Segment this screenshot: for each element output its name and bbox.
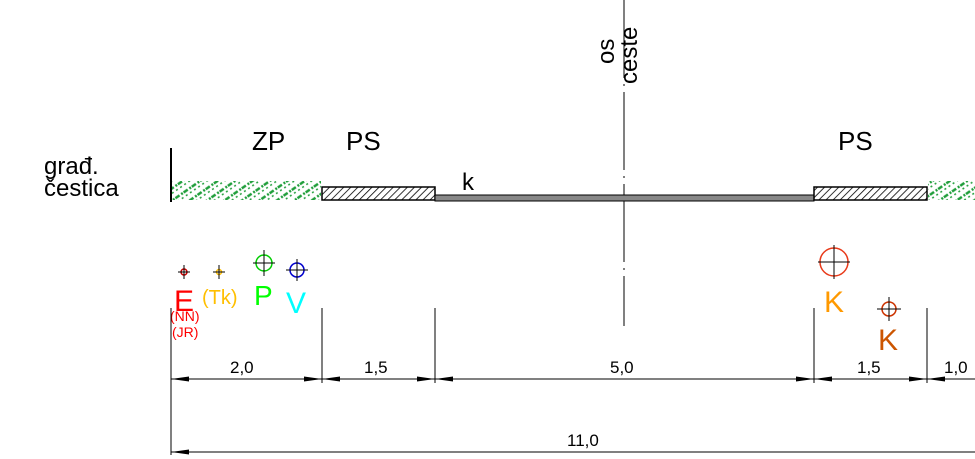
dimension-arrows (171, 376, 945, 382)
dim-zp-label: 2,0 (230, 358, 254, 377)
jr-label: (JR) (172, 324, 198, 340)
dim-total-label: 11,0 (567, 431, 599, 450)
v-utility-marker: V (286, 259, 308, 320)
p-label: P (254, 280, 273, 311)
total-arrow (171, 449, 189, 455)
plot-label-line2: čestica (44, 175, 119, 202)
nn-label: (NN) (170, 308, 200, 324)
k1-utility-marker: K (818, 245, 850, 319)
green-zone-right (928, 181, 975, 200)
plot-label-line1: građ. (44, 153, 99, 180)
curb-label: k (462, 169, 475, 196)
k1-label: K (824, 286, 844, 319)
dim-road-label: 5,0 (610, 358, 634, 377)
k2-utility-marker: K (877, 297, 901, 357)
axis-label-ceste: ceste (616, 27, 643, 84)
tk-label: (Tk) (202, 287, 238, 309)
sidewalk-right (813, 186, 928, 201)
v-label: V (286, 287, 306, 320)
axis-label-os: os (593, 39, 620, 64)
sidewalk-left-label: PS (346, 126, 381, 156)
green-zone-left (172, 181, 321, 200)
e-utility-marker: E (NN) (JR) (170, 265, 200, 340)
tk-utility-marker: (Tk) (202, 265, 238, 309)
green-zone-label: ZP (252, 126, 285, 156)
p-utility-marker: P (253, 250, 275, 311)
dim-right-label: 1,0 (944, 358, 968, 377)
dim-ps-right-label: 1,5 (857, 358, 881, 377)
sidewalk-left (321, 186, 436, 201)
dim-ps-left-label: 1,5 (364, 358, 388, 377)
e-label: E (174, 285, 194, 318)
sidewalk-right-label: PS (838, 126, 873, 156)
roadway (434, 194, 815, 202)
k2-label: K (878, 324, 898, 357)
